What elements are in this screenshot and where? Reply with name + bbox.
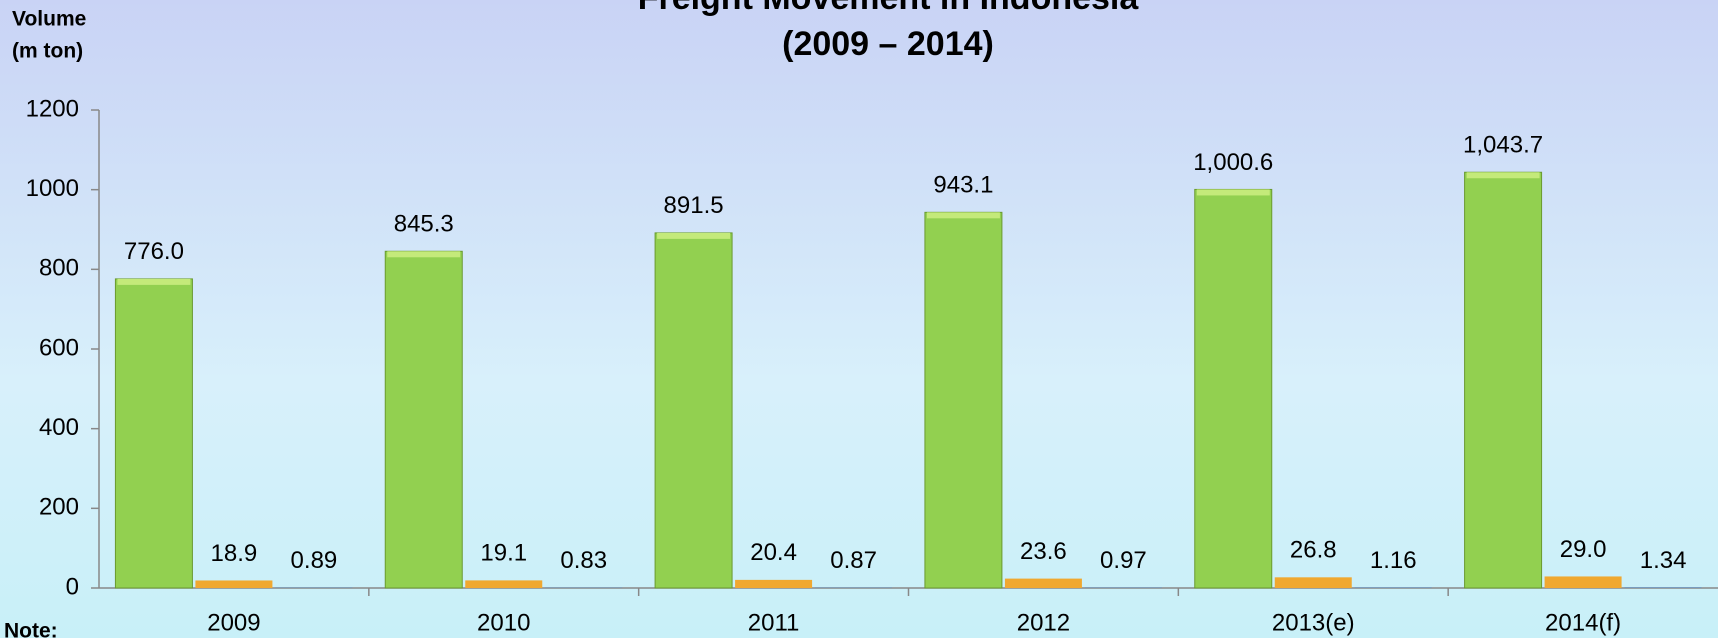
value-label: 0.97	[1100, 547, 1147, 574]
bar	[1544, 576, 1622, 588]
value-label: 845.3	[394, 211, 454, 238]
note: Note:	[4, 620, 58, 638]
y-tick-label: 600	[39, 334, 79, 361]
value-label: 18.9	[211, 540, 258, 567]
bar-cap	[1196, 189, 1270, 196]
chart-title: Freight Movement in Indonesia	[638, 0, 1140, 17]
bar	[1004, 578, 1082, 588]
bar-cap	[926, 212, 1000, 219]
x-tick-label: 2012	[1017, 609, 1070, 636]
y-tick-label: 400	[39, 414, 79, 441]
bar-cap	[117, 278, 191, 285]
y-axis-label: (m ton)	[12, 40, 83, 63]
x-tick-label: 2010	[477, 609, 530, 636]
value-label: 29.0	[1560, 536, 1607, 563]
y-tick-label: 1000	[26, 175, 79, 202]
value-label: 1.34	[1640, 547, 1687, 574]
bar	[195, 580, 273, 588]
bar	[114, 278, 193, 589]
y-axis-label: Volume	[12, 8, 86, 31]
y-tick-label: 200	[39, 494, 79, 521]
y-tick-label: 1200	[26, 95, 79, 122]
value-label: 891.5	[664, 192, 724, 219]
bar	[654, 232, 733, 589]
value-label: 26.8	[1290, 537, 1337, 564]
bar	[1464, 171, 1543, 589]
value-label: 23.6	[1020, 538, 1067, 565]
y-tick-label: 0	[66, 573, 79, 600]
bar	[924, 211, 1003, 589]
value-label: 776.0	[124, 238, 184, 265]
value-label: 19.1	[480, 540, 527, 567]
x-tick-label: 2014(f)	[1545, 609, 1621, 636]
value-label: 0.89	[291, 547, 338, 574]
value-label: 1.16	[1370, 547, 1417, 574]
bar-cap	[657, 232, 731, 239]
bar	[1194, 188, 1273, 589]
bar	[735, 579, 813, 588]
value-label: 1,043.7	[1463, 132, 1543, 159]
x-tick-label: 2011	[748, 609, 800, 636]
chart-subtitle: (2009 – 2014)	[782, 25, 994, 63]
bar	[384, 250, 463, 589]
x-tick-label: 2009	[207, 609, 260, 636]
value-label: 0.83	[560, 547, 607, 574]
x-tick-label: 2013(e)	[1272, 609, 1355, 636]
value-label: 943.1	[933, 172, 993, 199]
value-label: 0.87	[830, 547, 877, 574]
value-label: 20.4	[750, 539, 797, 566]
bar	[1274, 577, 1352, 588]
bar-cap	[387, 251, 461, 258]
bar	[1624, 587, 1702, 588]
bar-cap	[1466, 172, 1540, 179]
value-label: 1,000.6	[1193, 149, 1273, 176]
y-tick-label: 800	[39, 255, 79, 282]
bar	[465, 580, 543, 588]
